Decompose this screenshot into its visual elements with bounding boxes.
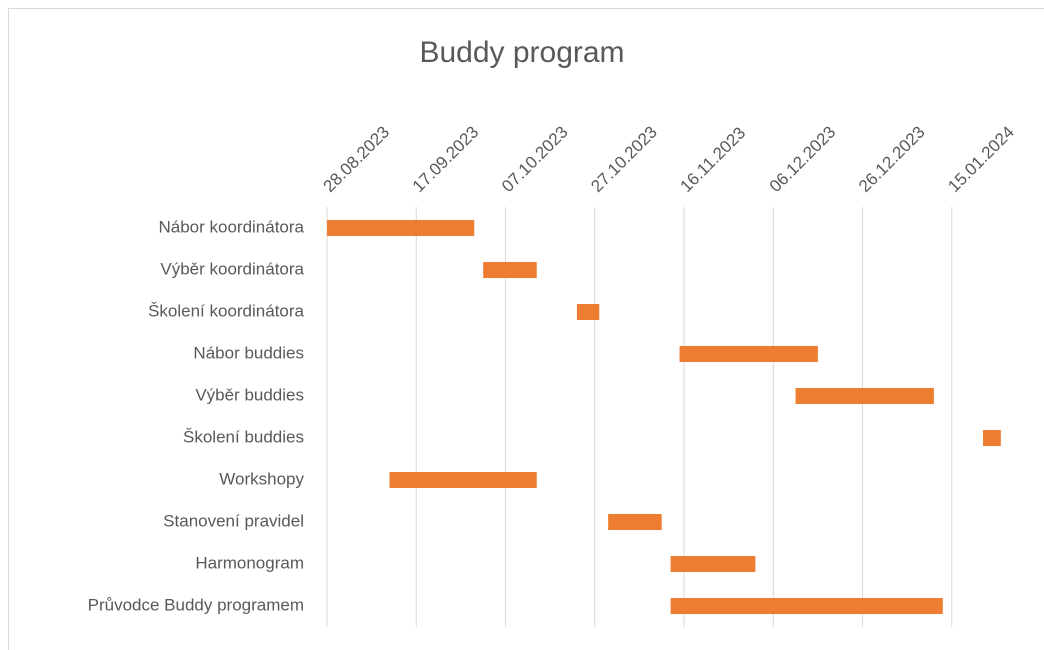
y-tick-label: Výběr koordinátora [160,259,304,278]
y-tick-label: Workshopy [219,469,304,488]
x-tick-label: 16.11.2023 [677,123,750,196]
y-tick-label: Nábor koordinátora [158,217,304,236]
y-tick-label: Školení buddies [183,427,304,446]
bar [982,430,1001,446]
chart-border [8,8,1044,650]
bar [608,514,662,530]
bar [670,598,943,614]
x-tick-label: 06.12.2023 [766,122,840,196]
bar [389,472,537,488]
x-tick-label: 15.01.2024 [944,122,1018,196]
x-tick-label: 07.10.2023 [498,122,572,196]
y-tick-label: Harmonogram [195,553,304,572]
bar [576,304,600,320]
bar [795,388,934,404]
y-tick-label: Nábor buddies [193,343,304,362]
bar [679,346,818,362]
x-tick-label: 27.10.2023 [587,122,661,196]
y-tick-label: Průvodce Buddy programem [88,595,304,614]
y-tick-label: Výběr buddies [195,385,304,404]
x-tick-label: 26.12.2023 [855,122,929,196]
bar [670,556,756,572]
chart-title: Buddy program [419,36,624,69]
y-tick-label: Školení koordinátora [148,301,304,320]
x-tick-label: 28.08.2023 [320,122,394,196]
bar [327,220,475,236]
bar [483,262,537,278]
x-tick-label: 17.09.2023 [409,122,483,196]
y-tick-label: Stanovení pravidel [163,511,304,530]
